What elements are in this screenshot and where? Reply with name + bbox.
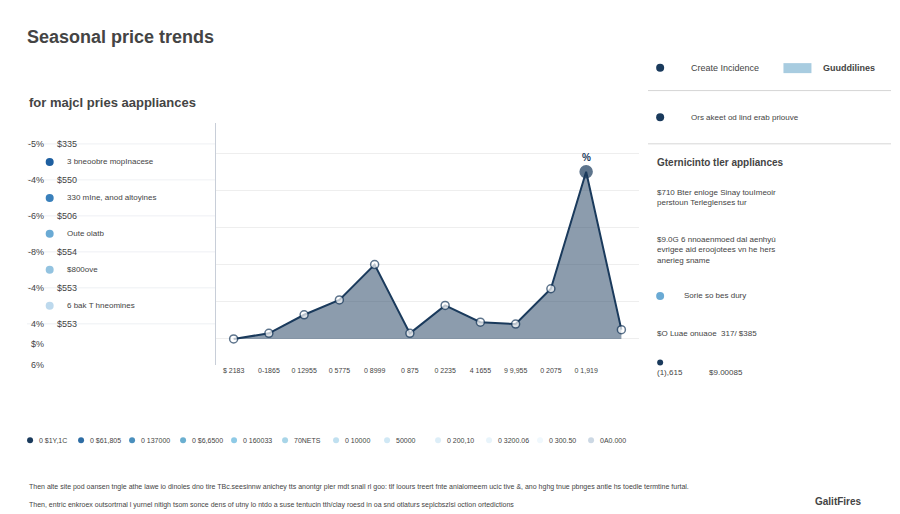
svg-text:-4%: -4%: [28, 283, 44, 293]
svg-text:0 160033: 0 160033: [243, 437, 272, 444]
svg-text:0 $61,805: 0 $61,805: [90, 437, 121, 444]
svg-text:4%: 4%: [31, 319, 44, 329]
svg-text:0 2235: 0 2235: [434, 367, 456, 374]
svg-text:0 $6,6500: 0 $6,6500: [192, 437, 223, 444]
svg-text:0 3200.06: 0 3200.06: [498, 437, 529, 444]
svg-text:$710 Bter enloge Sinay touImeo: $710 Bter enloge Sinay touImeoirperstoun…: [657, 188, 776, 207]
svg-text:0 200,10: 0 200,10: [447, 437, 474, 444]
svg-text:0 $1Y,1C: 0 $1Y,1C: [39, 437, 67, 444]
svg-text:6 bak T hneomines: 6 bak T hneomines: [67, 301, 135, 310]
svg-text:70NETS: 70NETS: [294, 437, 321, 444]
svg-text:-5%: -5%: [28, 139, 44, 149]
svg-text:0 10000: 0 10000: [345, 437, 370, 444]
svg-text:0-1865: 0-1865: [258, 367, 280, 374]
svg-text:Guuddilines: Guuddilines: [823, 63, 875, 73]
svg-text:Ors akeet od lind erab priouve: Ors akeet od lind erab priouve: [691, 113, 799, 122]
svg-text:4 1655: 4 1655: [470, 367, 492, 374]
svg-text:%: %: [582, 152, 591, 163]
svg-text:Create Incidence: Create Incidence: [691, 63, 759, 73]
svg-text:0 1,919: 0 1,919: [574, 367, 597, 374]
svg-text:0 300.50: 0 300.50: [549, 437, 576, 444]
svg-text:0 5775: 0 5775: [329, 367, 351, 374]
svg-text:-4%: -4%: [28, 175, 44, 185]
svg-text:50000: 50000: [396, 437, 416, 444]
svg-text:0A0.000: 0A0.000: [600, 437, 626, 444]
svg-text:0 2075: 0 2075: [540, 367, 562, 374]
svg-text:-6%: -6%: [28, 211, 44, 221]
svg-text:GalitFires: GalitFires: [815, 496, 862, 507]
svg-text:Gternicinto tler appliances: Gternicinto tler appliances: [657, 157, 784, 168]
svg-text:$554: $554: [57, 247, 77, 257]
svg-text:(1),615 $9.00085: (1),615 $9.00085: [657, 368, 743, 377]
svg-text:$800ove: $800ove: [67, 265, 98, 274]
svg-text:for majcl pries aappliances: for majcl pries aappliances: [29, 95, 196, 110]
svg-text:$ 2183: $ 2183: [223, 367, 245, 374]
svg-text:Sorie so bes dury: Sorie so bes dury: [684, 291, 746, 300]
svg-text:$335: $335: [57, 139, 77, 149]
svg-text:3 bneoobre mopInacese: 3 bneoobre mopInacese: [67, 157, 154, 166]
svg-text:$550: $550: [57, 175, 77, 185]
svg-text:$553: $553: [57, 319, 77, 329]
svg-text:Seasonal price trends: Seasonal price trends: [27, 27, 214, 47]
svg-text:330 mIne, anod altoyines: 330 mIne, anod altoyines: [67, 193, 156, 202]
svg-text:Then, entric enkroex outsortrn: Then, entric enkroex outsortrnal l yurne…: [29, 501, 514, 509]
svg-text:6%: 6%: [31, 360, 44, 370]
svg-text:0 875: 0 875: [401, 367, 419, 374]
svg-text:Oute olatb: Oute olatb: [67, 229, 104, 238]
svg-text:-8%: -8%: [28, 247, 44, 257]
svg-text:$506: $506: [57, 211, 77, 221]
svg-text:$%: $%: [31, 339, 44, 349]
svg-text:$O Luae onuaoe 317/ $385: $O Luae onuaoe 317/ $385: [657, 329, 757, 338]
svg-text:Then alte site pod oansen tngl: Then alte site pod oansen tngle athe law…: [29, 483, 689, 491]
svg-text:9 9,955: 9 9,955: [504, 367, 527, 374]
svg-text:$553: $553: [57, 283, 77, 293]
svg-text:0 8999: 0 8999: [364, 367, 386, 374]
svg-text:0 137000: 0 137000: [141, 437, 170, 444]
svg-text:0 12955: 0 12955: [291, 367, 316, 374]
svg-text:$9.0G 6 nnoaenmoed dal aenhyùe: $9.0G 6 nnoaenmoed dal aenhyùevrigee aid…: [657, 235, 776, 265]
